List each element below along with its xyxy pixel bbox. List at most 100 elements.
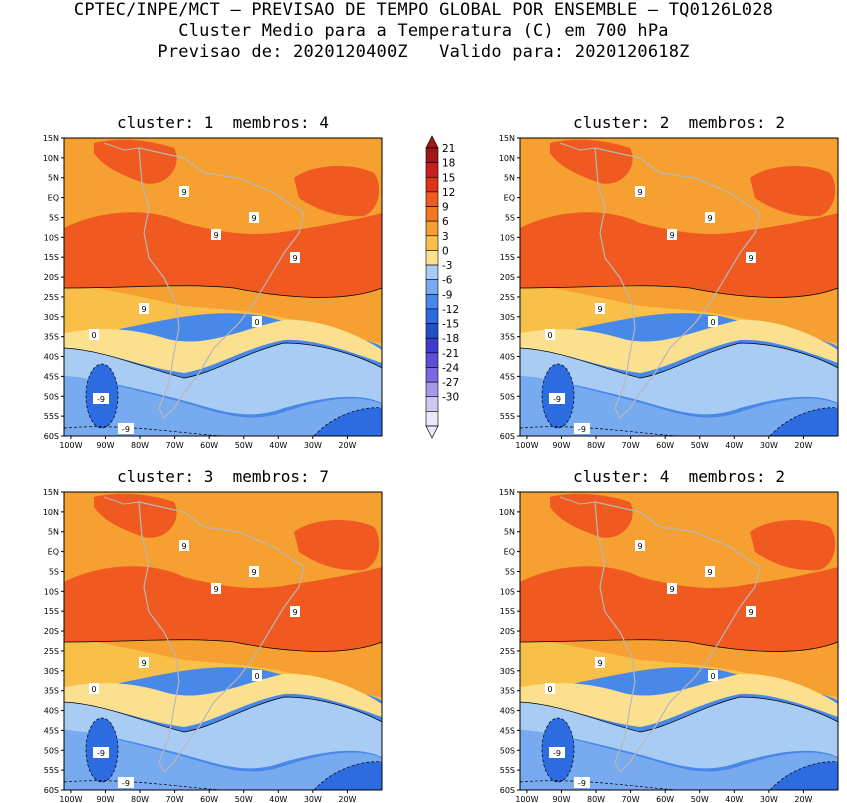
lon-label: 100W <box>59 441 82 450</box>
lat-label: 55S <box>500 412 515 421</box>
colorbar-label: -6 <box>442 275 453 287</box>
contour-label: 0 <box>254 672 259 681</box>
lat-label: 15N <box>499 134 515 143</box>
lat-label: 25S <box>44 647 59 656</box>
contour-label: -9 <box>553 395 561 404</box>
lat-label: 35S <box>500 687 515 696</box>
lat-label: 15N <box>499 488 515 497</box>
colorbar-label: 12 <box>442 187 455 199</box>
colorbar-swatch <box>425 352 439 368</box>
contour-label: 9 <box>181 542 186 551</box>
contour-label: 9 <box>637 542 642 551</box>
contour-label: 9 <box>637 188 642 197</box>
lon-label: 30W <box>304 441 322 450</box>
contour-label: 0 <box>547 685 552 694</box>
contour-label: -9 <box>97 749 105 758</box>
contour-label: 9 <box>707 214 712 223</box>
contour-label: 0 <box>91 331 96 340</box>
lon-label: 20W <box>794 795 812 803</box>
lon-label: 90W <box>552 795 570 803</box>
lon-label: 30W <box>760 441 778 450</box>
contour-label: -9 <box>578 779 586 788</box>
axis-ticks: 15N 10N 5N EQ 5S 10S 15S 20S 25S 30S 35S 40S 45S 50S 5… <box>43 134 813 803</box>
colorbar-label: -12 <box>442 304 459 316</box>
lat-label: 10S <box>500 233 515 242</box>
colorbar-swatch <box>425 191 439 207</box>
lat-label: 35S <box>44 333 59 342</box>
lat-label: 60S <box>44 786 59 795</box>
lat-label: 20S <box>44 273 59 282</box>
lon-label: 60W <box>200 795 218 803</box>
lat-label: EQ <box>504 548 515 557</box>
lat-label: 60S <box>500 432 515 441</box>
lat-label: 10N <box>43 154 59 163</box>
lon-label: 80W <box>587 795 605 803</box>
lon-label: 20W <box>794 441 812 450</box>
colorbar-label: 9 <box>442 202 449 214</box>
lat-label: 55S <box>44 766 59 775</box>
lat-label: 20S <box>44 627 59 636</box>
lat-label: 25S <box>500 293 515 302</box>
map-panel-3 <box>63 491 383 791</box>
lon-label: 80W <box>131 441 149 450</box>
map-panel-1 <box>63 137 383 437</box>
lon-label: 50W <box>691 441 709 450</box>
lat-label: 50S <box>44 746 59 755</box>
lon-label: 100W <box>59 795 82 803</box>
colorbar-label: -27 <box>442 377 459 389</box>
lon-label: 20W <box>338 795 356 803</box>
lat-label: 20S <box>500 627 515 636</box>
lat-label: 55S <box>500 766 515 775</box>
lat-label: 5S <box>505 567 515 576</box>
lat-label: 15S <box>44 607 59 616</box>
lon-label: 70W <box>166 441 184 450</box>
map-panel-4 <box>519 491 839 791</box>
lon-label: 70W <box>622 441 640 450</box>
map-title-line-3: Previsao de: 2020120400Z Valido para: 20… <box>157 42 690 62</box>
lat-label: 50S <box>44 392 59 401</box>
lon-label: 70W <box>166 795 184 803</box>
panel-1-title: cluster: 1 membros: 4 <box>117 113 329 132</box>
lat-label: 30S <box>500 667 515 676</box>
contour-label: -9 <box>97 395 105 404</box>
colorbar-label: -24 <box>442 362 459 374</box>
lon-label: 90W <box>96 441 114 450</box>
colorbar-label: -3 <box>442 260 452 272</box>
lat-label: 25S <box>500 647 515 656</box>
lat-label: 40S <box>500 707 515 716</box>
lon-label: 90W <box>552 441 570 450</box>
lat-label: 5N <box>48 174 59 183</box>
lon-label: 90W <box>96 795 114 803</box>
contour-label: -9 <box>122 425 130 434</box>
colorbar-swatch <box>425 279 439 295</box>
lat-label: 15N <box>43 488 59 497</box>
panel-2-title: cluster: 2 membros: 2 <box>573 113 785 132</box>
contour-label: -9 <box>122 779 130 788</box>
lat-label: EQ <box>504 194 515 203</box>
lat-label: 30S <box>500 313 515 322</box>
contour-label: 9 <box>251 568 256 577</box>
lon-label: 50W <box>691 795 709 803</box>
lon-label: 50W <box>235 795 253 803</box>
colorbar-label: 21 <box>442 143 455 155</box>
contour-label: 9 <box>141 305 146 314</box>
colorbar-swatch <box>425 367 439 383</box>
colorbar-swatch <box>425 337 439 354</box>
map-title-line-1: CPTEC/INPE/MCT — PREVISAO DE TEMPO GLOBA… <box>73 0 774 20</box>
lat-label: 30S <box>44 313 59 322</box>
contour-label: 0 <box>91 685 96 694</box>
colorbar-label: 15 <box>442 172 455 184</box>
lat-label: 45S <box>500 726 515 735</box>
colorbar-swatch <box>425 162 439 178</box>
contour-label: 0 <box>710 672 715 681</box>
lon-label: 30W <box>760 795 778 803</box>
lat-label: 15S <box>500 253 515 262</box>
colorbar-swatch <box>425 264 439 280</box>
lat-label: 55S <box>44 412 59 421</box>
contour-labels: 9 9 9 9 9 0 0 -9 -9 9 9 9 9 9 0 0 -9 -9 9 9 9 9 9 0 0 -9 -9 9 9 9 9 9 0 0… <box>89 186 756 788</box>
lat-label: EQ <box>48 194 59 203</box>
lon-label: 100W <box>515 441 538 450</box>
colorbar: 21 18 15 12 9 6 3 0 -3 -6 -9 -12 -15 -18 -21 -24 -27 -30 <box>425 135 459 439</box>
map-panel-2 <box>519 137 839 437</box>
